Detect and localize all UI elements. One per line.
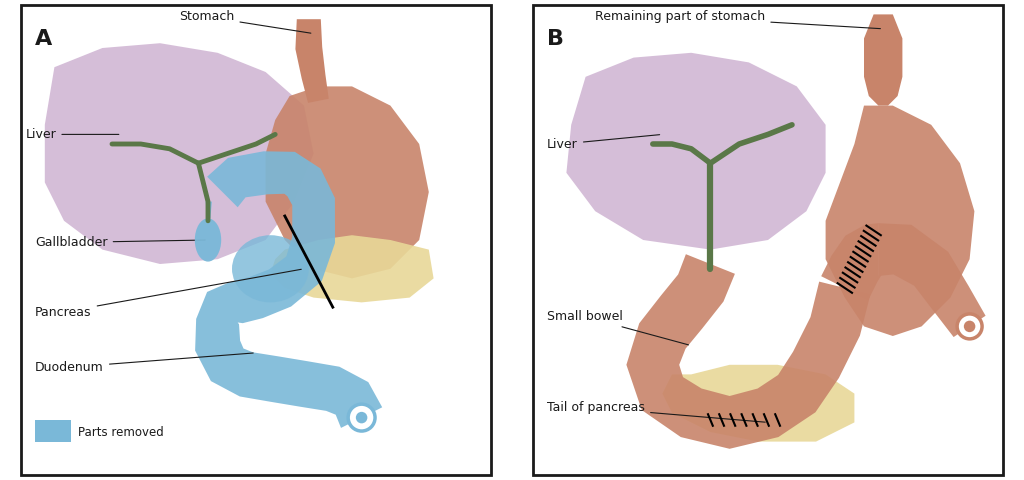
Text: B: B bbox=[547, 29, 564, 49]
Text: Liver: Liver bbox=[26, 128, 119, 141]
Polygon shape bbox=[265, 86, 429, 278]
Text: Parts removed: Parts removed bbox=[79, 425, 164, 439]
Text: Liver: Liver bbox=[547, 135, 659, 151]
Text: Tail of pancreas: Tail of pancreas bbox=[547, 401, 765, 422]
Circle shape bbox=[355, 412, 368, 423]
Polygon shape bbox=[196, 151, 382, 428]
Circle shape bbox=[348, 404, 375, 431]
FancyBboxPatch shape bbox=[532, 5, 1004, 475]
Text: Stomach: Stomach bbox=[179, 10, 311, 33]
Polygon shape bbox=[879, 223, 985, 337]
Polygon shape bbox=[295, 19, 329, 103]
Text: Small bowel: Small bowel bbox=[547, 310, 688, 345]
Polygon shape bbox=[825, 106, 975, 336]
Ellipse shape bbox=[195, 218, 221, 262]
Polygon shape bbox=[627, 254, 870, 449]
Polygon shape bbox=[270, 235, 433, 302]
Polygon shape bbox=[45, 43, 313, 264]
Text: Gallbladder: Gallbladder bbox=[35, 236, 205, 249]
Ellipse shape bbox=[232, 235, 309, 302]
Polygon shape bbox=[566, 53, 825, 250]
Text: Pancreas: Pancreas bbox=[35, 269, 301, 319]
Polygon shape bbox=[206, 202, 212, 218]
Text: A: A bbox=[35, 29, 52, 49]
Text: Remaining part of stomach: Remaining part of stomach bbox=[595, 10, 881, 29]
Polygon shape bbox=[663, 365, 854, 442]
Polygon shape bbox=[821, 223, 883, 300]
FancyBboxPatch shape bbox=[20, 5, 492, 475]
Bar bbox=[35, 420, 72, 442]
Circle shape bbox=[957, 314, 982, 339]
Text: Duodenum: Duodenum bbox=[35, 353, 253, 374]
Circle shape bbox=[964, 321, 976, 332]
Polygon shape bbox=[864, 14, 902, 106]
